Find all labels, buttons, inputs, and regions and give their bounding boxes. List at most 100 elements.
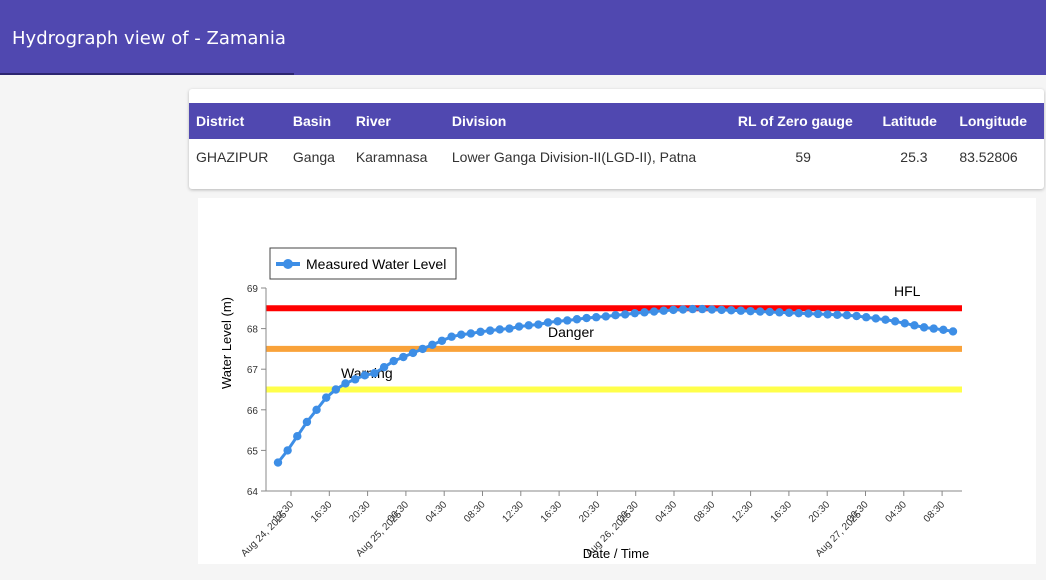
data-point[interactable] [534, 320, 543, 329]
data-point[interactable] [563, 316, 572, 325]
data-point[interactable] [428, 340, 437, 350]
col-latitude: Latitude [882, 113, 937, 129]
data-point[interactable] [331, 385, 341, 394]
data-point[interactable] [640, 308, 649, 317]
threshold-label-hfl: HFL [894, 283, 921, 299]
x-axis-label: Date / Time [583, 546, 649, 561]
data-point[interactable] [543, 318, 553, 327]
data-point[interactable] [505, 324, 514, 333]
data-point[interactable] [630, 308, 639, 318]
data-point[interactable] [669, 305, 678, 315]
data-point[interactable] [842, 311, 852, 320]
data-point[interactable] [881, 315, 890, 324]
data-point[interactable] [302, 417, 312, 427]
data-point[interactable] [370, 369, 379, 378]
x-tick-label: 08:30 [922, 499, 948, 525]
data-point[interactable] [736, 306, 746, 315]
table-header-row: District Basin River Division RL of Zero… [189, 103, 1044, 139]
station-info-table: District Basin River Division RL of Zero… [189, 103, 1044, 175]
data-point[interactable] [910, 321, 919, 330]
data-point[interactable] [514, 322, 524, 331]
col-rl-zero-gauge: RL of Zero gauge [737, 113, 853, 129]
threshold-lines [266, 305, 962, 393]
data-point[interactable] [418, 344, 427, 354]
threshold-label-danger: Danger [548, 324, 594, 340]
x-tick-label: 04:30 [424, 499, 450, 525]
x-tick-label: 16:30 [769, 499, 795, 525]
data-point[interactable] [399, 352, 408, 362]
col-longitude: Longitude [959, 113, 1027, 129]
data-point[interactable] [620, 310, 630, 319]
data-point[interactable] [823, 310, 832, 319]
data-point[interactable] [447, 332, 456, 341]
chart-legend: Measured Water Level [269, 247, 457, 280]
data-point[interactable] [794, 308, 803, 318]
data-point[interactable] [601, 312, 611, 321]
data-point[interactable] [804, 309, 813, 318]
data-point[interactable] [485, 326, 495, 335]
data-point[interactable] [476, 327, 485, 337]
y-tick-label: 64 [247, 487, 259, 498]
data-point[interactable] [408, 348, 418, 358]
data-point[interactable] [688, 304, 697, 314]
data-point[interactable] [871, 314, 881, 323]
series-measured-water-level [273, 304, 958, 467]
data-point[interactable] [900, 319, 909, 328]
data-point[interactable] [572, 315, 582, 324]
data-point[interactable] [379, 362, 389, 372]
data-point[interactable] [649, 307, 659, 316]
y-tick-label: 69 [247, 284, 259, 295]
data-point[interactable] [948, 327, 958, 336]
table-row: GHAZIPUR Ganga Karamnasa Lower Ganga Div… [189, 139, 1044, 175]
data-point[interactable] [746, 306, 755, 316]
data-point[interactable] [919, 323, 929, 332]
data-point[interactable] [582, 313, 591, 323]
y-tick-label: 67 [247, 365, 259, 376]
data-point[interactable] [678, 305, 688, 314]
data-point[interactable] [659, 306, 668, 315]
data-point[interactable] [717, 305, 726, 315]
data-point[interactable] [524, 321, 533, 330]
col-district: District [196, 113, 245, 129]
data-point[interactable] [283, 446, 292, 455]
cell-division: Lower Ganga Division-II(LGD-II), Patna [451, 149, 697, 165]
data-point[interactable] [707, 305, 717, 314]
data-point[interactable] [350, 375, 360, 384]
data-point[interactable] [765, 307, 774, 317]
data-point[interactable] [437, 336, 447, 345]
data-point[interactable] [755, 307, 765, 316]
data-point[interactable] [929, 324, 938, 333]
data-point[interactable] [698, 304, 707, 314]
hydrograph-chart: HFLDangerWarning 64656667686912:3016:302… [198, 198, 1036, 564]
data-point[interactable] [852, 311, 861, 321]
data-point[interactable] [592, 313, 601, 322]
data-point[interactable] [611, 311, 620, 320]
data-point[interactable] [813, 309, 823, 319]
data-point[interactable] [389, 356, 398, 366]
data-point[interactable] [312, 405, 321, 414]
data-point[interactable] [466, 329, 476, 338]
x-tick-label: 20:30 [807, 499, 833, 525]
x-tick-label: 12:30 [730, 499, 756, 525]
data-point[interactable] [775, 308, 784, 317]
data-point[interactable] [939, 325, 948, 335]
data-point[interactable] [784, 308, 794, 317]
x-tick-label: 08:30 [462, 499, 488, 525]
cell-basin: Ganga [292, 149, 335, 165]
hydrograph-svg: HFLDangerWarning 64656667686912:3016:302… [219, 247, 962, 561]
data-point[interactable] [553, 317, 562, 326]
data-point[interactable] [495, 325, 504, 334]
data-point[interactable] [457, 330, 466, 339]
data-point[interactable] [360, 371, 369, 380]
data-point[interactable] [322, 393, 331, 402]
series-line [276, 307, 954, 464]
data-point[interactable] [862, 313, 871, 322]
data-point[interactable] [890, 317, 900, 326]
data-point[interactable] [341, 379, 350, 388]
data-point[interactable] [727, 306, 736, 315]
y-axis-label: Water Level (m) [219, 297, 234, 389]
data-point[interactable] [833, 310, 842, 319]
data-point[interactable] [273, 458, 283, 467]
data-point[interactable] [293, 431, 302, 441]
